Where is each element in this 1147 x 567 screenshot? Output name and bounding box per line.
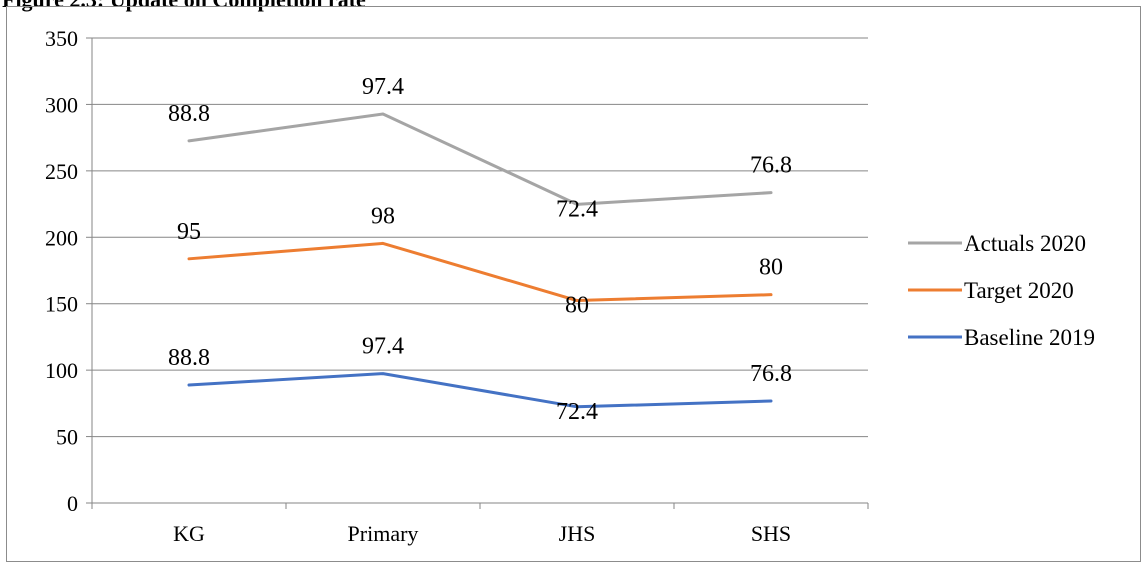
axes xyxy=(86,37,869,509)
x-tick-label-jhs: JHS xyxy=(559,521,596,546)
y-tick-label-150: 150 xyxy=(45,292,78,317)
data-label-target-2020-shs: 80 xyxy=(759,255,783,281)
data-label-target-2020-jhs: 80 xyxy=(565,293,589,319)
data-label-baseline-2019-kg: 88.8 xyxy=(168,345,210,371)
series-line-target-2020 xyxy=(187,241,773,303)
data-label-actuals-2020-primary: 97.4 xyxy=(362,74,404,100)
x-tick-label-kg: KG xyxy=(173,521,205,546)
legend-label-actuals-2020: Actuals 2020 xyxy=(964,231,1086,256)
data-label-baseline-2019-jhs: 72.4 xyxy=(556,399,598,425)
data-label-actuals-2020-jhs: 72.4 xyxy=(556,196,598,222)
data-label-baseline-2019-shs: 76.8 xyxy=(750,361,792,387)
x-tick-label-primary: Primary xyxy=(348,521,419,546)
series-lines xyxy=(187,112,773,409)
data-labels: 88.8 97.4 72.4 76.8 95 98 80 80 88.8 97.4 72.4 76.8 xyxy=(168,74,792,425)
data-label-actuals-2020-kg: 88.8 xyxy=(168,101,210,127)
y-tick-label-350: 350 xyxy=(45,26,78,51)
gridlines xyxy=(92,37,868,438)
legend-label-baseline-2019: Baseline 2019 xyxy=(964,325,1095,350)
y-tick-label-300: 300 xyxy=(45,92,78,117)
x-axis-ticks: KG Primary JHS SHS xyxy=(173,521,791,546)
y-tick-label-0: 0 xyxy=(67,491,78,516)
chart-frame xyxy=(6,6,1141,562)
y-axis-ticks: 0 50 100 150 200 250 300 350 xyxy=(45,26,78,516)
series-line-baseline-2019 xyxy=(187,372,773,409)
y-tick-label-100: 100 xyxy=(45,358,78,383)
data-label-target-2020-primary: 98 xyxy=(371,203,395,229)
legend: Actuals 2020 Target 2020 Baseline 2019 xyxy=(908,231,1095,350)
y-tick-label-50: 50 xyxy=(56,425,78,450)
y-tick-label-250: 250 xyxy=(45,159,78,184)
data-label-baseline-2019-primary: 97.4 xyxy=(362,334,404,360)
y-tick-label-200: 200 xyxy=(45,225,78,250)
x-tick-label-shs: SHS xyxy=(751,521,791,546)
data-label-actuals-2020-shs: 76.8 xyxy=(750,153,792,179)
data-label-target-2020-kg: 95 xyxy=(177,219,201,245)
series-line-actuals-2020 xyxy=(187,112,773,206)
legend-label-target-2020: Target 2020 xyxy=(964,278,1074,303)
